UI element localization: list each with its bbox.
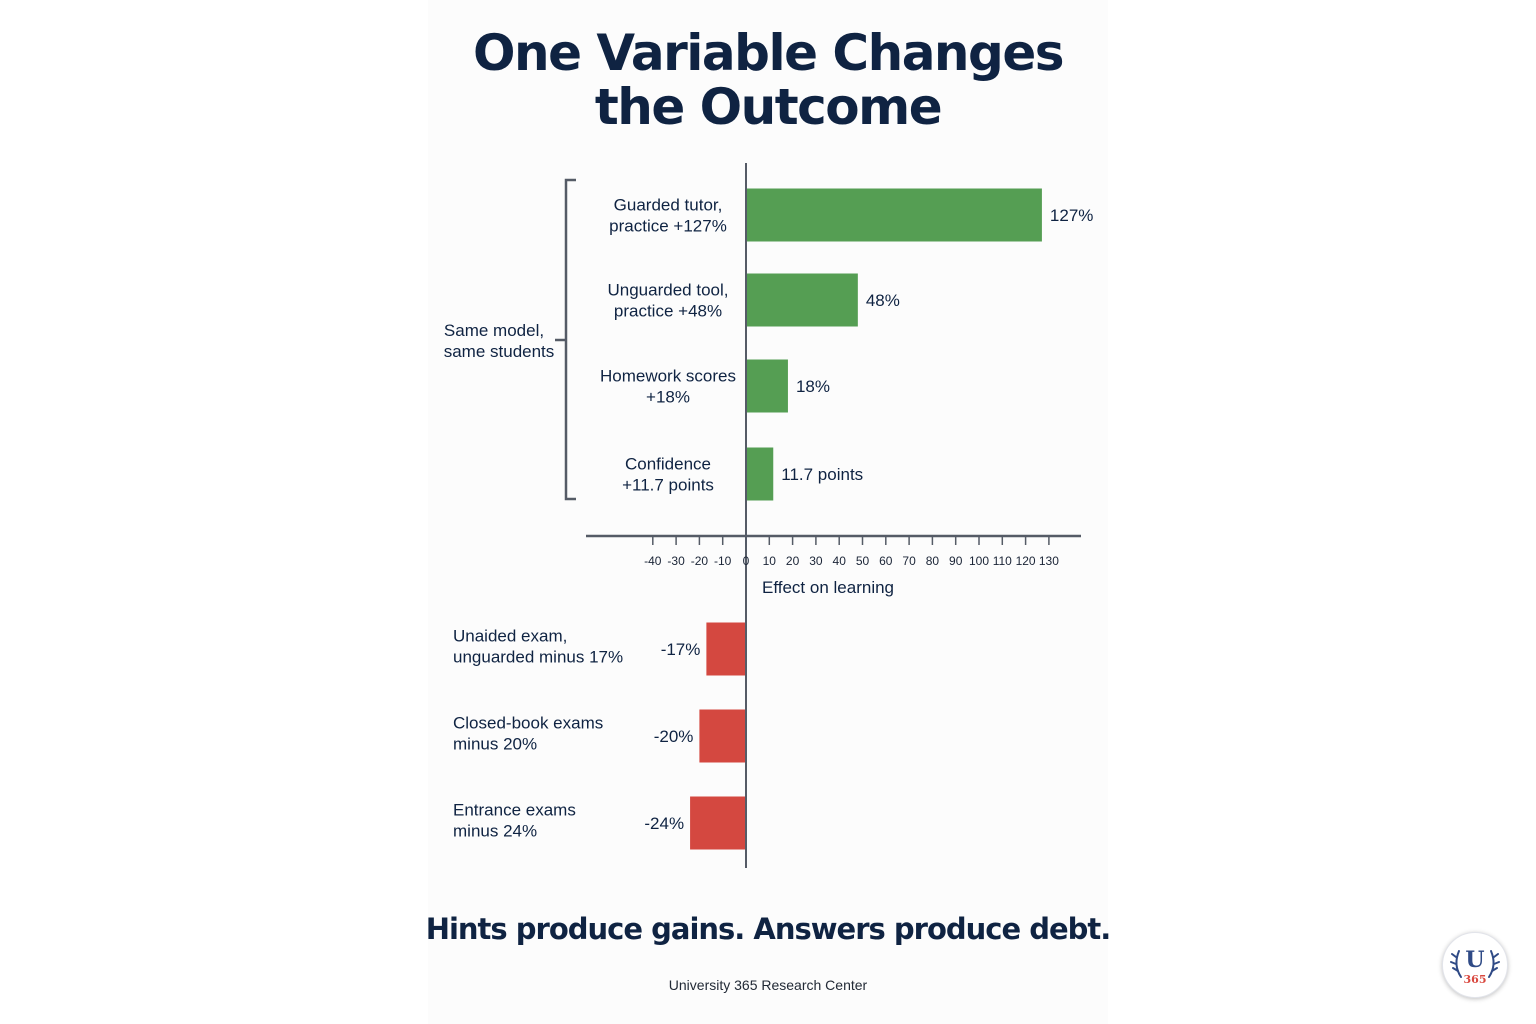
- x-tick-label: 80: [926, 554, 940, 568]
- title-line-2: the Outcome: [594, 78, 943, 136]
- gain-category-label: Homework scores: [600, 367, 736, 386]
- x-tick-label: 20: [786, 554, 800, 568]
- gain-category-label: +11.7 points: [622, 476, 714, 495]
- x-tick-label: 120: [1016, 554, 1036, 568]
- gain-value-label: 11.7 points: [781, 465, 863, 484]
- gain-bar: [746, 447, 774, 501]
- x-tick-label: 10: [763, 554, 777, 568]
- bracket-group: Same model, same students: [444, 178, 576, 501]
- gain-bar: [746, 188, 1042, 242]
- x-tick-label: 110: [993, 554, 1012, 568]
- loss-category-label: minus 24%: [453, 822, 537, 841]
- tagline: Hints produce gains. Answers produce deb…: [425, 912, 1112, 946]
- gain-category-label: Guarded tutor,: [614, 196, 723, 215]
- x-tick-label: 30: [809, 554, 823, 568]
- logo-number: 365: [1464, 973, 1487, 986]
- gain-category-label: Unguarded tool,: [608, 281, 729, 300]
- loss-category-label: Closed-book exams: [453, 714, 603, 733]
- x-tick-label: 130: [1039, 554, 1059, 568]
- loss-value-label: -24%: [644, 814, 684, 833]
- loss-value-label: -20%: [654, 727, 694, 746]
- gain-category-label: practice +48%: [614, 302, 722, 321]
- gain-category-label: +18%: [646, 388, 690, 407]
- loss-value-label: -17%: [661, 640, 701, 659]
- gain-bar: [746, 273, 858, 327]
- x-tick-label: 90: [949, 554, 963, 568]
- x-tick-label: -30: [667, 554, 685, 568]
- page-title: One Variable Changes the Outcome: [0, 26, 1536, 134]
- university-logo-badge[interactable]: U 365: [1442, 932, 1508, 998]
- x-tick-label: -10: [714, 554, 732, 568]
- x-tick-label: -20: [691, 554, 709, 568]
- loss-bar: [706, 622, 746, 676]
- x-tick-label: 40: [833, 554, 847, 568]
- gain-value-label: 48%: [866, 291, 900, 310]
- loss-bar: [690, 796, 746, 850]
- loss-bar: [699, 709, 746, 763]
- loss-bars-group: -17% Unaided exam, unguarded minus 17% -20%…: [453, 622, 746, 850]
- gain-value-label: 18%: [796, 377, 830, 396]
- gain-category-label: practice +127%: [609, 217, 727, 236]
- gain-bar: [746, 359, 788, 413]
- bracket-label-line-2: same students: [444, 342, 555, 361]
- laurel-logo-icon: U 365: [1450, 947, 1500, 986]
- gain-value-label: 127%: [1050, 206, 1093, 225]
- loss-category-label: minus 20%: [453, 735, 537, 754]
- x-tick-label: -40: [644, 554, 662, 568]
- x-tick-label: 0: [743, 554, 750, 568]
- logo-letter: U: [1465, 947, 1484, 973]
- loss-category-label: Entrance exams: [453, 801, 576, 820]
- bracket-line: [564, 178, 576, 501]
- credit-text: University 365 Research Center: [668, 977, 868, 993]
- gain-bars-group: 127% Guarded tutor, practice +127% 48% Ungua…: [600, 188, 1093, 501]
- x-axis-group: -40 -30 -20 -10 0 10 20 30 40 50 60 70 80 90 100 110 120…: [586, 163, 1081, 868]
- loss-category-label: unguarded minus 17%: [453, 648, 623, 667]
- title-line-1: One Variable Changes: [473, 24, 1065, 82]
- poster-background: [428, 0, 1108, 1024]
- loss-category-label: Unaided exam,: [453, 627, 567, 646]
- x-tick-label: 60: [879, 554, 893, 568]
- bracket-label-line-1: Same model,: [444, 321, 544, 340]
- x-axis-title: Effect on learning: [762, 578, 894, 597]
- x-tick-label: 50: [856, 554, 870, 568]
- x-tick-label: 100: [969, 554, 989, 568]
- x-tick-label: 70: [902, 554, 916, 568]
- gain-category-label: Confidence: [625, 455, 711, 474]
